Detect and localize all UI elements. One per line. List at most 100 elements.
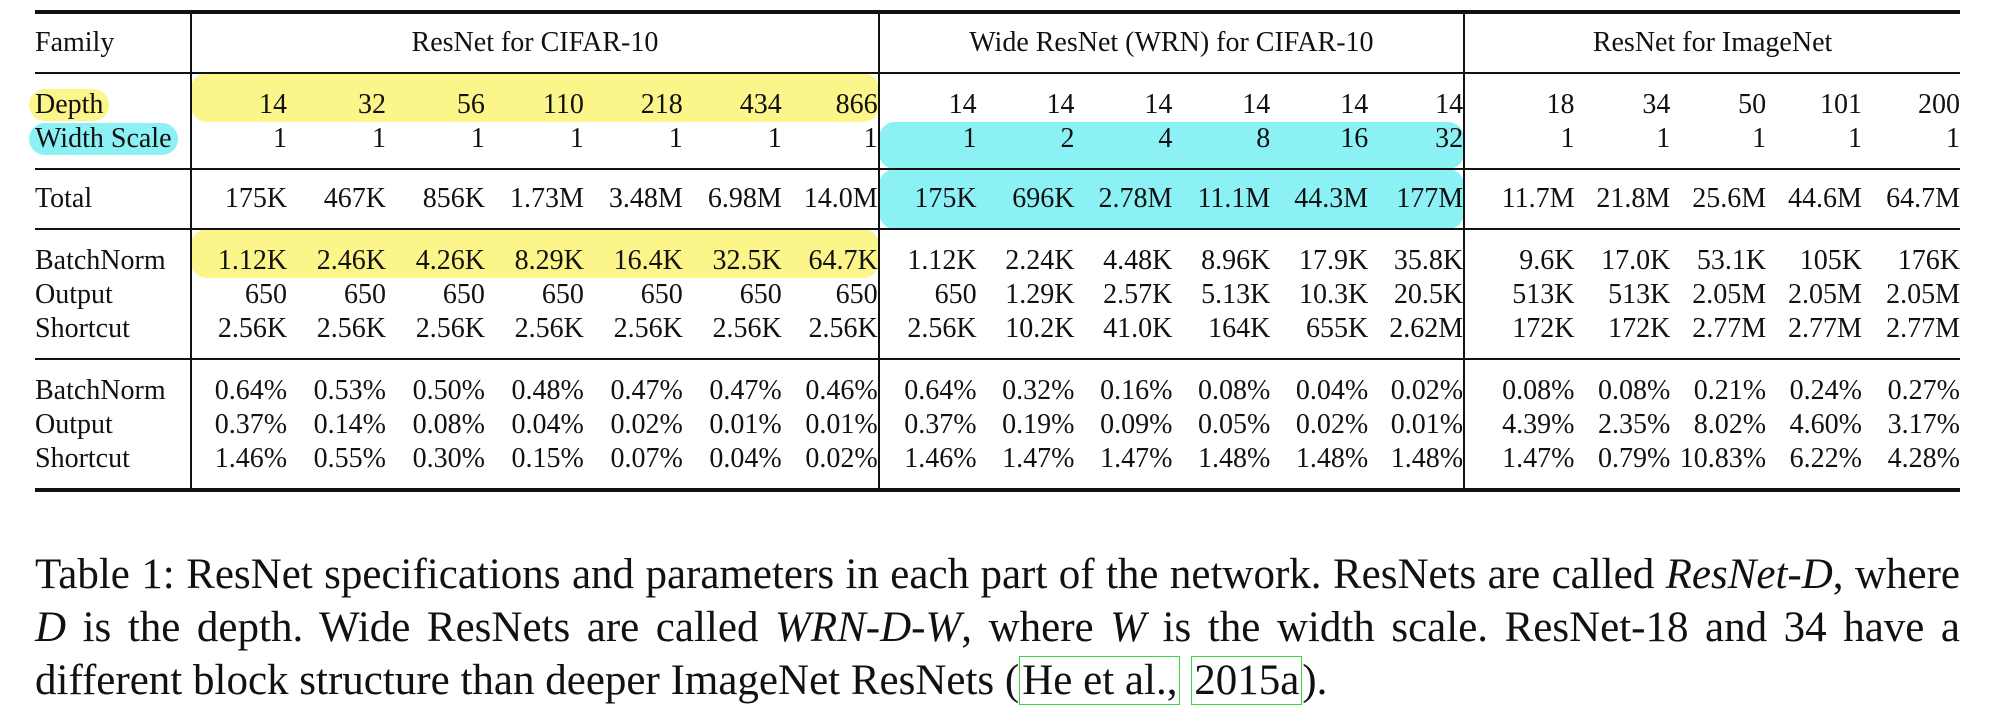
table-cell: 6.22% bbox=[1766, 442, 1862, 492]
table-cell: 696K bbox=[976, 168, 1075, 229]
table-cell: 2.56K bbox=[613, 313, 683, 344]
table-cell: 2.77M bbox=[1886, 313, 1960, 344]
table-cell: 0.04% bbox=[511, 409, 584, 440]
table-cell: 650 bbox=[640, 279, 683, 310]
table-cell: 1.48% bbox=[1270, 442, 1369, 492]
table-cell: 2.56K bbox=[217, 313, 288, 344]
table-cell: 2.56K bbox=[415, 313, 485, 344]
caption-text: ). bbox=[1302, 657, 1328, 704]
group-wrn-cifar: Wide ResNet (WRN) for CIFAR-10 bbox=[878, 10, 1466, 73]
table-cell: 0.37% bbox=[214, 409, 288, 440]
table-cell: 20.5K bbox=[1368, 278, 1466, 312]
table-cell: 4.60% bbox=[1789, 409, 1862, 440]
table-cell: 0.02% bbox=[610, 409, 683, 440]
table-cell: 175K bbox=[191, 168, 288, 229]
table-cell: 1 bbox=[1656, 123, 1671, 154]
table-cell: 0.04% bbox=[682, 442, 782, 492]
table-cell: 14 bbox=[878, 72, 977, 122]
table-cell: 2.62M bbox=[1368, 312, 1466, 359]
table-cell: 650 bbox=[541, 279, 584, 310]
table-cell: 1 bbox=[1560, 123, 1575, 154]
row-label-text: Total bbox=[35, 183, 93, 214]
table-cell: 0.53% bbox=[287, 358, 386, 408]
table-cell: 0.02% bbox=[1295, 409, 1369, 440]
table-cell: 434 bbox=[682, 72, 782, 122]
table-cell: 0.01% bbox=[1368, 408, 1466, 442]
table-cell: 56 bbox=[385, 72, 485, 122]
table-cell: 513K bbox=[1512, 279, 1575, 310]
table-cell: 1.47% bbox=[1074, 442, 1173, 492]
table-cell: 1.47% bbox=[1464, 442, 1575, 492]
citation-link-authors[interactable]: He et al., bbox=[1019, 656, 1181, 705]
table-cell: 64.7K bbox=[781, 228, 880, 278]
table-row: Width Scale 1 1 1 1 1 1 1 1 2 4 8 16 32 1 1 1 1 1 bbox=[29, 122, 1960, 169]
table-cell: 2.35% bbox=[1597, 409, 1671, 440]
table-cell: 2.05M bbox=[1788, 279, 1862, 310]
table-cell: 17.0K bbox=[1574, 228, 1671, 278]
caption-wrn-d-w: WRN-D-W bbox=[775, 604, 962, 651]
table-row: Output 650 650 650 650 650 650 650 650 1.29K 2.57K… bbox=[35, 278, 1960, 312]
citation-link-year[interactable]: 2015a bbox=[1191, 656, 1303, 705]
table-cell: 18 bbox=[1464, 72, 1575, 122]
table-cell: 856K bbox=[385, 168, 485, 229]
table-cell: 218 bbox=[583, 72, 683, 122]
table-cell: 1 bbox=[781, 122, 880, 169]
table-cell: 467K bbox=[287, 168, 386, 229]
row-label-bn_pct: BatchNorm bbox=[35, 358, 193, 408]
caption-var-w: W bbox=[1110, 604, 1146, 651]
caption-resnet-d: ResNet-D bbox=[1665, 551, 1833, 598]
table-cell: 2 bbox=[976, 122, 1075, 169]
table-cell: 1.47% bbox=[976, 442, 1075, 492]
table-row: BatchNorm 1.12K 2.46K 4.26K 8.29K 16.4K 32.5K 6… bbox=[35, 228, 1960, 278]
table-cell: 1.73M bbox=[484, 168, 584, 229]
table-cell: 110 bbox=[484, 72, 584, 122]
table-cell: 21.8M bbox=[1574, 168, 1671, 229]
table-cell: 11.7M bbox=[1464, 168, 1575, 229]
table-cell: 177M bbox=[1368, 168, 1466, 229]
table-cell: 41.0K bbox=[1103, 313, 1173, 344]
table-cell: 10.2K bbox=[1005, 313, 1075, 344]
table-cell: 1 bbox=[767, 123, 782, 154]
table-cell: 9.6K bbox=[1464, 228, 1575, 278]
row-label-text: Shortcut bbox=[35, 443, 130, 474]
row-label-text: Width Scale bbox=[29, 123, 178, 155]
table-cell: 0.15% bbox=[484, 442, 584, 492]
table-cell: 650 bbox=[739, 279, 782, 310]
table-cell: 655K bbox=[1305, 313, 1369, 344]
caption-text bbox=[1180, 657, 1191, 704]
table-cell: 0.05% bbox=[1197, 409, 1271, 440]
table-cell: 101 bbox=[1766, 72, 1862, 122]
table-cell: 172K bbox=[1512, 313, 1575, 344]
table-cell: 2.77M bbox=[1788, 313, 1862, 344]
table-cell: 1.48% bbox=[1172, 442, 1271, 492]
table-cell: 2.56K bbox=[316, 313, 386, 344]
table-cell: 32 bbox=[287, 72, 386, 122]
table-cell: 1 bbox=[1847, 123, 1862, 154]
table-cell: 0.01% bbox=[709, 409, 782, 440]
table-caption: Table 1: ResNet specifications and param… bbox=[35, 548, 1960, 707]
table-cell: 650 bbox=[245, 279, 288, 310]
row-label-sc: Shortcut bbox=[35, 312, 193, 359]
row-label-width: Width Scale bbox=[29, 122, 193, 169]
table-cell: 175K bbox=[878, 168, 977, 229]
table-cell: 32 bbox=[1368, 122, 1466, 169]
caption-var-d: D bbox=[35, 604, 67, 651]
row-label-out_pct: Output bbox=[35, 408, 193, 442]
table-cell: 25.6M bbox=[1670, 168, 1767, 229]
table-cell: 1 bbox=[470, 123, 485, 154]
table-cell: 176K bbox=[1861, 228, 1960, 278]
table-cell: 1.12K bbox=[191, 228, 288, 278]
table-cell: 0.47% bbox=[583, 358, 683, 408]
table-cell: 513K bbox=[1608, 279, 1671, 310]
table-cell: 0.24% bbox=[1766, 358, 1862, 408]
table-cell: 2.56K bbox=[514, 313, 584, 344]
table-cell: 1 bbox=[1752, 123, 1767, 154]
table-cell: 172K bbox=[1608, 313, 1671, 344]
table-row: Depth 14 32 56 110 218 434 866 14 14 14 14 14 14 18 34 5… bbox=[29, 72, 1960, 122]
table-cell: 17.9K bbox=[1270, 228, 1369, 278]
table-cell: 1.46% bbox=[191, 442, 288, 492]
table-cell: 0.14% bbox=[313, 409, 386, 440]
table-cell: 3.17% bbox=[1887, 409, 1960, 440]
table-cell: 8.96K bbox=[1172, 228, 1271, 278]
table-cell: 2.56K bbox=[781, 312, 880, 359]
